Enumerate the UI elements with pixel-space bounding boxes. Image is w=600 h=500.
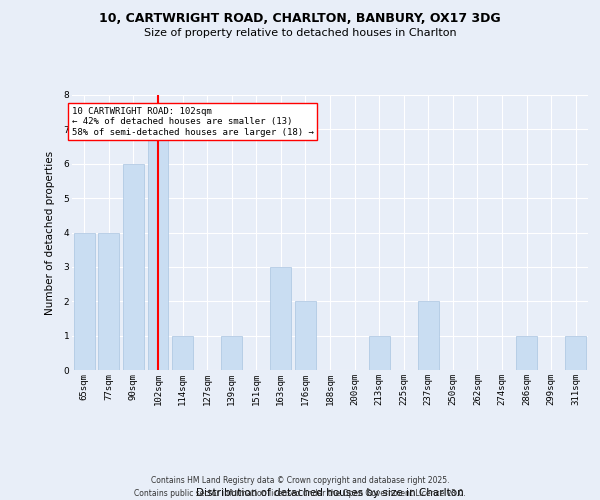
Text: 10, CARTWRIGHT ROAD, CHARLTON, BANBURY, OX17 3DG: 10, CARTWRIGHT ROAD, CHARLTON, BANBURY, …: [99, 12, 501, 26]
Bar: [516, 336, 537, 370]
Bar: [74, 232, 95, 370]
Bar: [98, 232, 119, 370]
Text: 10 CARTWRIGHT ROAD: 102sqm
← 42% of detached houses are smaller (13)
58% of semi: 10 CARTWRIGHT ROAD: 102sqm ← 42% of deta…: [72, 107, 314, 137]
Bar: [418, 301, 439, 370]
Bar: [565, 336, 586, 370]
Bar: [295, 301, 316, 370]
Text: Size of property relative to detached houses in Charlton: Size of property relative to detached ho…: [143, 28, 457, 38]
Y-axis label: Number of detached properties: Number of detached properties: [45, 150, 55, 314]
Bar: [148, 130, 169, 370]
Bar: [271, 267, 292, 370]
Bar: [123, 164, 144, 370]
X-axis label: Distribution of detached houses by size in Charlton: Distribution of detached houses by size …: [196, 488, 464, 498]
Text: Contains HM Land Registry data © Crown copyright and database right 2025.
Contai: Contains HM Land Registry data © Crown c…: [134, 476, 466, 498]
Bar: [221, 336, 242, 370]
Bar: [172, 336, 193, 370]
Bar: [368, 336, 389, 370]
